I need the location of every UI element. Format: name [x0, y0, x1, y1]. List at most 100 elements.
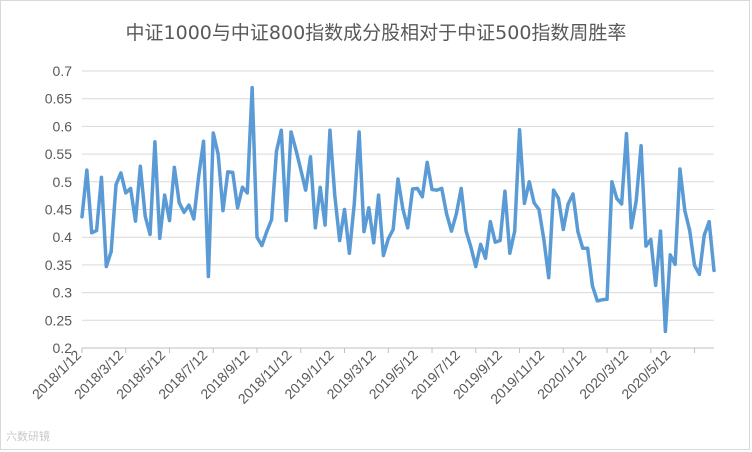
data-point [571, 192, 575, 196]
data-point [284, 218, 288, 223]
data-point [474, 264, 478, 269]
data-point [401, 207, 405, 211]
data-point [410, 187, 415, 191]
data-point [109, 250, 113, 254]
data-point [226, 170, 230, 174]
data-point [201, 139, 206, 143]
y-tick-label: 0.35 [45, 257, 72, 273]
data-point [707, 220, 711, 224]
data-point [396, 177, 400, 181]
watermark: 六数研镜 [6, 430, 50, 443]
data-point [299, 168, 303, 172]
data-point [391, 227, 395, 232]
y-tick-label: 0.25 [45, 312, 72, 328]
data-point [119, 171, 123, 175]
data-point [294, 148, 298, 152]
data-point [649, 237, 653, 242]
data-point [245, 191, 249, 195]
data-point [143, 214, 147, 218]
data-point [221, 209, 225, 213]
data-point [683, 209, 687, 213]
y-tick-label: 0.4 [53, 229, 73, 245]
data-point [153, 140, 157, 144]
y-tick-label: 0.45 [45, 202, 72, 218]
data-point [644, 244, 648, 248]
data-point [673, 262, 677, 266]
data-point [581, 246, 585, 250]
data-point [323, 223, 327, 227]
data-point [124, 191, 128, 195]
data-point [542, 237, 546, 242]
data-point [712, 268, 716, 273]
data-point [459, 186, 463, 191]
data-point [445, 212, 449, 216]
data-point [347, 251, 351, 255]
data-point [590, 284, 595, 288]
data-point [678, 167, 682, 171]
data-point [464, 229, 468, 233]
y-tick-label: 0.6 [53, 118, 73, 134]
data-point [158, 236, 162, 240]
data-point [663, 329, 667, 333]
data-point [595, 299, 599, 303]
data-point [333, 194, 337, 198]
data-point [216, 152, 220, 156]
data-point [425, 160, 429, 165]
data-point [372, 241, 376, 245]
data-point [629, 226, 633, 230]
data-point [488, 220, 492, 224]
data-point [420, 195, 424, 199]
data-point [440, 186, 444, 191]
data-point [639, 144, 643, 148]
y-tick-label: 0.5 [53, 174, 73, 190]
data-point [610, 180, 614, 184]
data-point [551, 188, 556, 192]
data-point [454, 212, 458, 216]
data-point [576, 230, 580, 234]
data-point [702, 233, 706, 237]
data-point [600, 298, 604, 302]
data-point [197, 174, 201, 178]
data-point [182, 210, 186, 214]
y-axis: 0.7 0.65 0.6 0.55 0.5 0.45 0.4 0.35 0.3 0.25 0.2 [45, 63, 72, 356]
data-point [99, 175, 104, 179]
y-tick-label: 0.65 [45, 91, 72, 107]
data-point [187, 203, 191, 207]
data-point [479, 242, 483, 247]
y-tick-label: 0.55 [45, 146, 72, 162]
data-point [620, 202, 624, 206]
data-point [265, 230, 269, 234]
data-point [260, 243, 264, 248]
data-point [163, 193, 167, 197]
grid [82, 70, 714, 349]
y-tick-label: 0.2 [53, 340, 73, 356]
data-point [129, 186, 133, 191]
data-point [532, 201, 536, 205]
data-point [692, 263, 697, 268]
data-point [133, 219, 138, 223]
data-point [206, 274, 210, 279]
data-point [235, 206, 240, 210]
data-point [172, 165, 176, 169]
data-point [586, 246, 590, 250]
data-point [615, 196, 619, 201]
data-point [537, 207, 541, 212]
data-point [688, 228, 692, 233]
data-point [211, 131, 215, 135]
data-point [556, 196, 561, 201]
data-point [177, 201, 181, 205]
data-point [367, 206, 371, 210]
data-point [376, 193, 381, 197]
data-point [362, 230, 366, 234]
data-point [250, 86, 254, 90]
data-point [338, 238, 342, 243]
data-point [527, 180, 531, 184]
data-point [352, 202, 356, 206]
data-point [381, 253, 386, 258]
x-axis: 2018/1/122018/3/122018/5/122018/7/122018… [29, 347, 714, 407]
data-point [605, 297, 609, 301]
data-point [435, 188, 439, 192]
data-point [697, 272, 702, 276]
